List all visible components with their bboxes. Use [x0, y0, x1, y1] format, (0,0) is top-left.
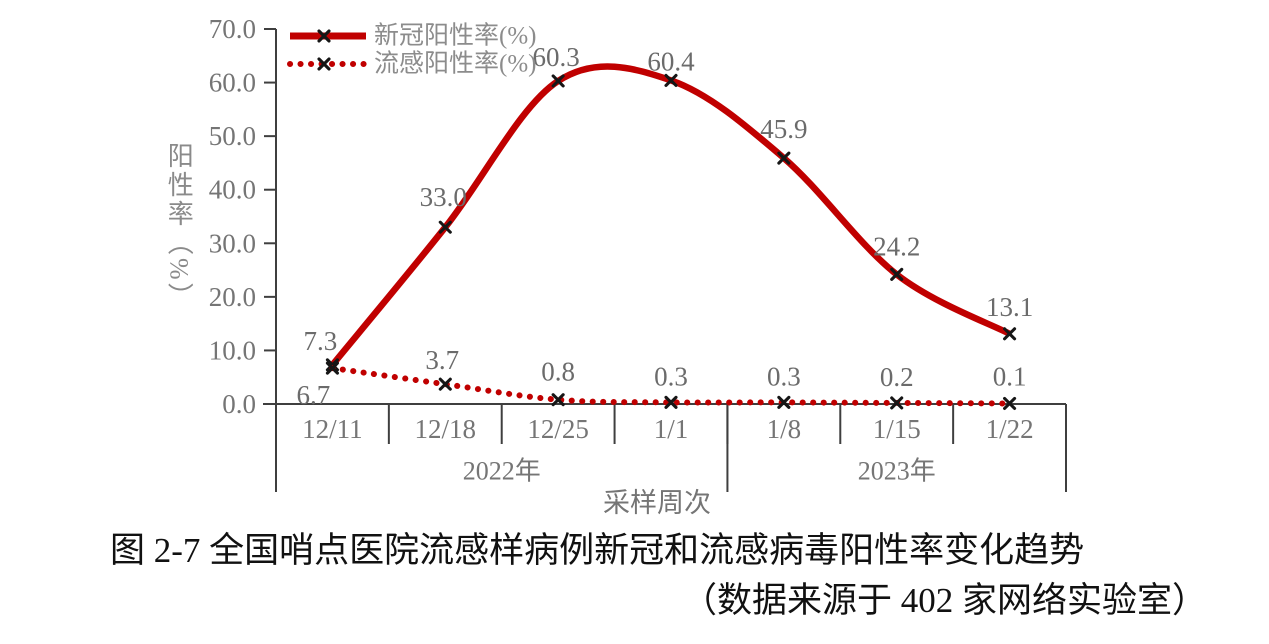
year-label: 2023年 — [858, 457, 936, 486]
x-category-label: 1/22 — [986, 414, 1034, 444]
flu-marker — [325, 361, 339, 375]
covid-data-label: 24.2 — [873, 231, 920, 261]
covid-marker — [664, 73, 678, 87]
x-category-label: 1/15 — [873, 414, 921, 444]
covid-marker — [777, 151, 791, 165]
flu-marker — [777, 395, 791, 409]
flu-marker — [438, 377, 452, 391]
flu-data-label: 3.7 — [425, 345, 459, 375]
x-category-label: 12/11 — [302, 414, 363, 444]
x-category-label: 1/1 — [654, 414, 689, 444]
covid-data-label: 7.3 — [304, 326, 338, 356]
flu-marker — [1003, 396, 1017, 411]
covid-data-label: 60.3 — [533, 42, 580, 72]
figure-caption-source: （数据来源于 402 家网络实验室） — [681, 581, 1207, 620]
legend-flu-marker-icon — [317, 57, 331, 71]
covid-marker — [1003, 327, 1017, 341]
y-tick-label: 60.0 — [209, 68, 256, 98]
y-tick-label: 0.0 — [222, 389, 256, 419]
y-tick-label: 50.0 — [209, 121, 256, 151]
y-axis-title: 阳性率（%） — [164, 142, 194, 312]
covid-data-label: 45.9 — [760, 114, 807, 144]
flu-data-label: 0.3 — [767, 361, 801, 391]
figure-caption-title: 图 2-7 全国哨点医院流感样病例新冠和流感病毒阳性率变化趋势 — [110, 531, 1085, 570]
x-category-label: 12/25 — [527, 414, 589, 444]
y-tick-label: 10.0 — [209, 335, 256, 365]
covid-marker — [438, 220, 452, 234]
x-category-label: 12/18 — [415, 414, 477, 444]
year-label: 2022年 — [463, 457, 541, 486]
covid-data-label: 13.1 — [986, 292, 1033, 322]
y-tick-label: 30.0 — [209, 228, 256, 258]
flu-data-label: 0.2 — [880, 362, 914, 392]
covid-data-label: 60.4 — [647, 46, 695, 76]
flu-marker — [551, 393, 565, 407]
y-tick-label: 40.0 — [209, 175, 256, 205]
flu-data-label: 0.3 — [654, 361, 688, 391]
flu-data-label: 6.7 — [297, 380, 331, 410]
legend-flu-label: 流感阳性率(%) — [374, 50, 536, 78]
covid-marker — [325, 358, 339, 372]
flu-data-label: 0.8 — [541, 357, 575, 387]
line-chart: 0.0 10.0 20.0 30.0 40.0 50.0 60.0 70.0 12/11 12/1… — [209, 14, 1067, 518]
covid-data-label: 33.0 — [420, 182, 467, 212]
covid-marker — [551, 74, 565, 88]
flu-marker — [664, 395, 678, 409]
covid-marker — [890, 267, 904, 281]
x-category-label: 1/8 — [767, 414, 802, 444]
x-axis-title: 采样周次 — [603, 488, 711, 518]
y-tick-label: 20.0 — [209, 282, 256, 312]
legend-covid-label: 新冠阳性率(%) — [374, 22, 536, 50]
flu-marker — [890, 396, 904, 410]
covid-line — [329, 63, 1012, 367]
y-tick-label: 70.0 — [209, 14, 256, 44]
flu-data-label: 0.1 — [993, 361, 1027, 391]
legend-covid-marker-icon — [317, 29, 331, 43]
